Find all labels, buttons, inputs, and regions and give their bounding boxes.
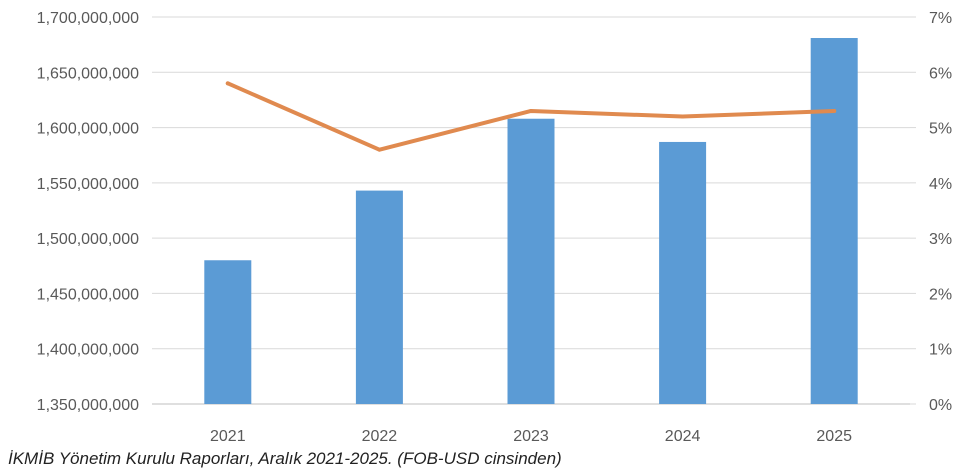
source-note: İKMİB Yönetim Kurulu Raporları, Aralık 2… bbox=[8, 449, 562, 468]
y-left-tick-label: 1,650,000,000 bbox=[37, 65, 139, 82]
line-point bbox=[832, 108, 837, 113]
y-left-tick-label: 1,550,000,000 bbox=[37, 176, 139, 193]
bar bbox=[355, 190, 403, 404]
line-point bbox=[680, 114, 685, 119]
y-left-tick-label: 1,600,000,000 bbox=[37, 121, 139, 138]
bar bbox=[507, 118, 555, 405]
bar bbox=[810, 38, 858, 404]
x-tick-label: 2025 bbox=[816, 428, 852, 445]
x-tick-label: 2021 bbox=[210, 428, 246, 445]
bar bbox=[204, 260, 252, 404]
line-point bbox=[225, 81, 230, 86]
y-left-tick-label: 1,500,000,000 bbox=[37, 231, 139, 248]
x-tick-label: 2024 bbox=[665, 428, 701, 445]
x-tick-label: 2023 bbox=[513, 428, 549, 445]
y-right-tick-label: 4% bbox=[929, 176, 952, 193]
y-right-tick-label: 3% bbox=[929, 231, 952, 248]
y-left-tick-label: 1,400,000,000 bbox=[37, 342, 139, 359]
x-tick-label: 2022 bbox=[362, 428, 398, 445]
y-right-tick-label: 2% bbox=[929, 286, 952, 303]
bar bbox=[659, 141, 707, 404]
y-right-tick-label: 1% bbox=[929, 342, 952, 359]
y-left-tick-label: 1,350,000,000 bbox=[37, 397, 139, 414]
y-right-tick-label: 6% bbox=[929, 65, 952, 82]
y-right-tick-label: 7% bbox=[929, 10, 952, 27]
y-right-tick-label: 0% bbox=[929, 397, 952, 414]
y-left-tick-label: 1,450,000,000 bbox=[37, 286, 139, 303]
y-left-tick-label: 1,700,000,000 bbox=[37, 10, 139, 27]
y-right-tick-label: 5% bbox=[929, 121, 952, 138]
line-point bbox=[529, 108, 533, 113]
line-point bbox=[377, 147, 382, 152]
